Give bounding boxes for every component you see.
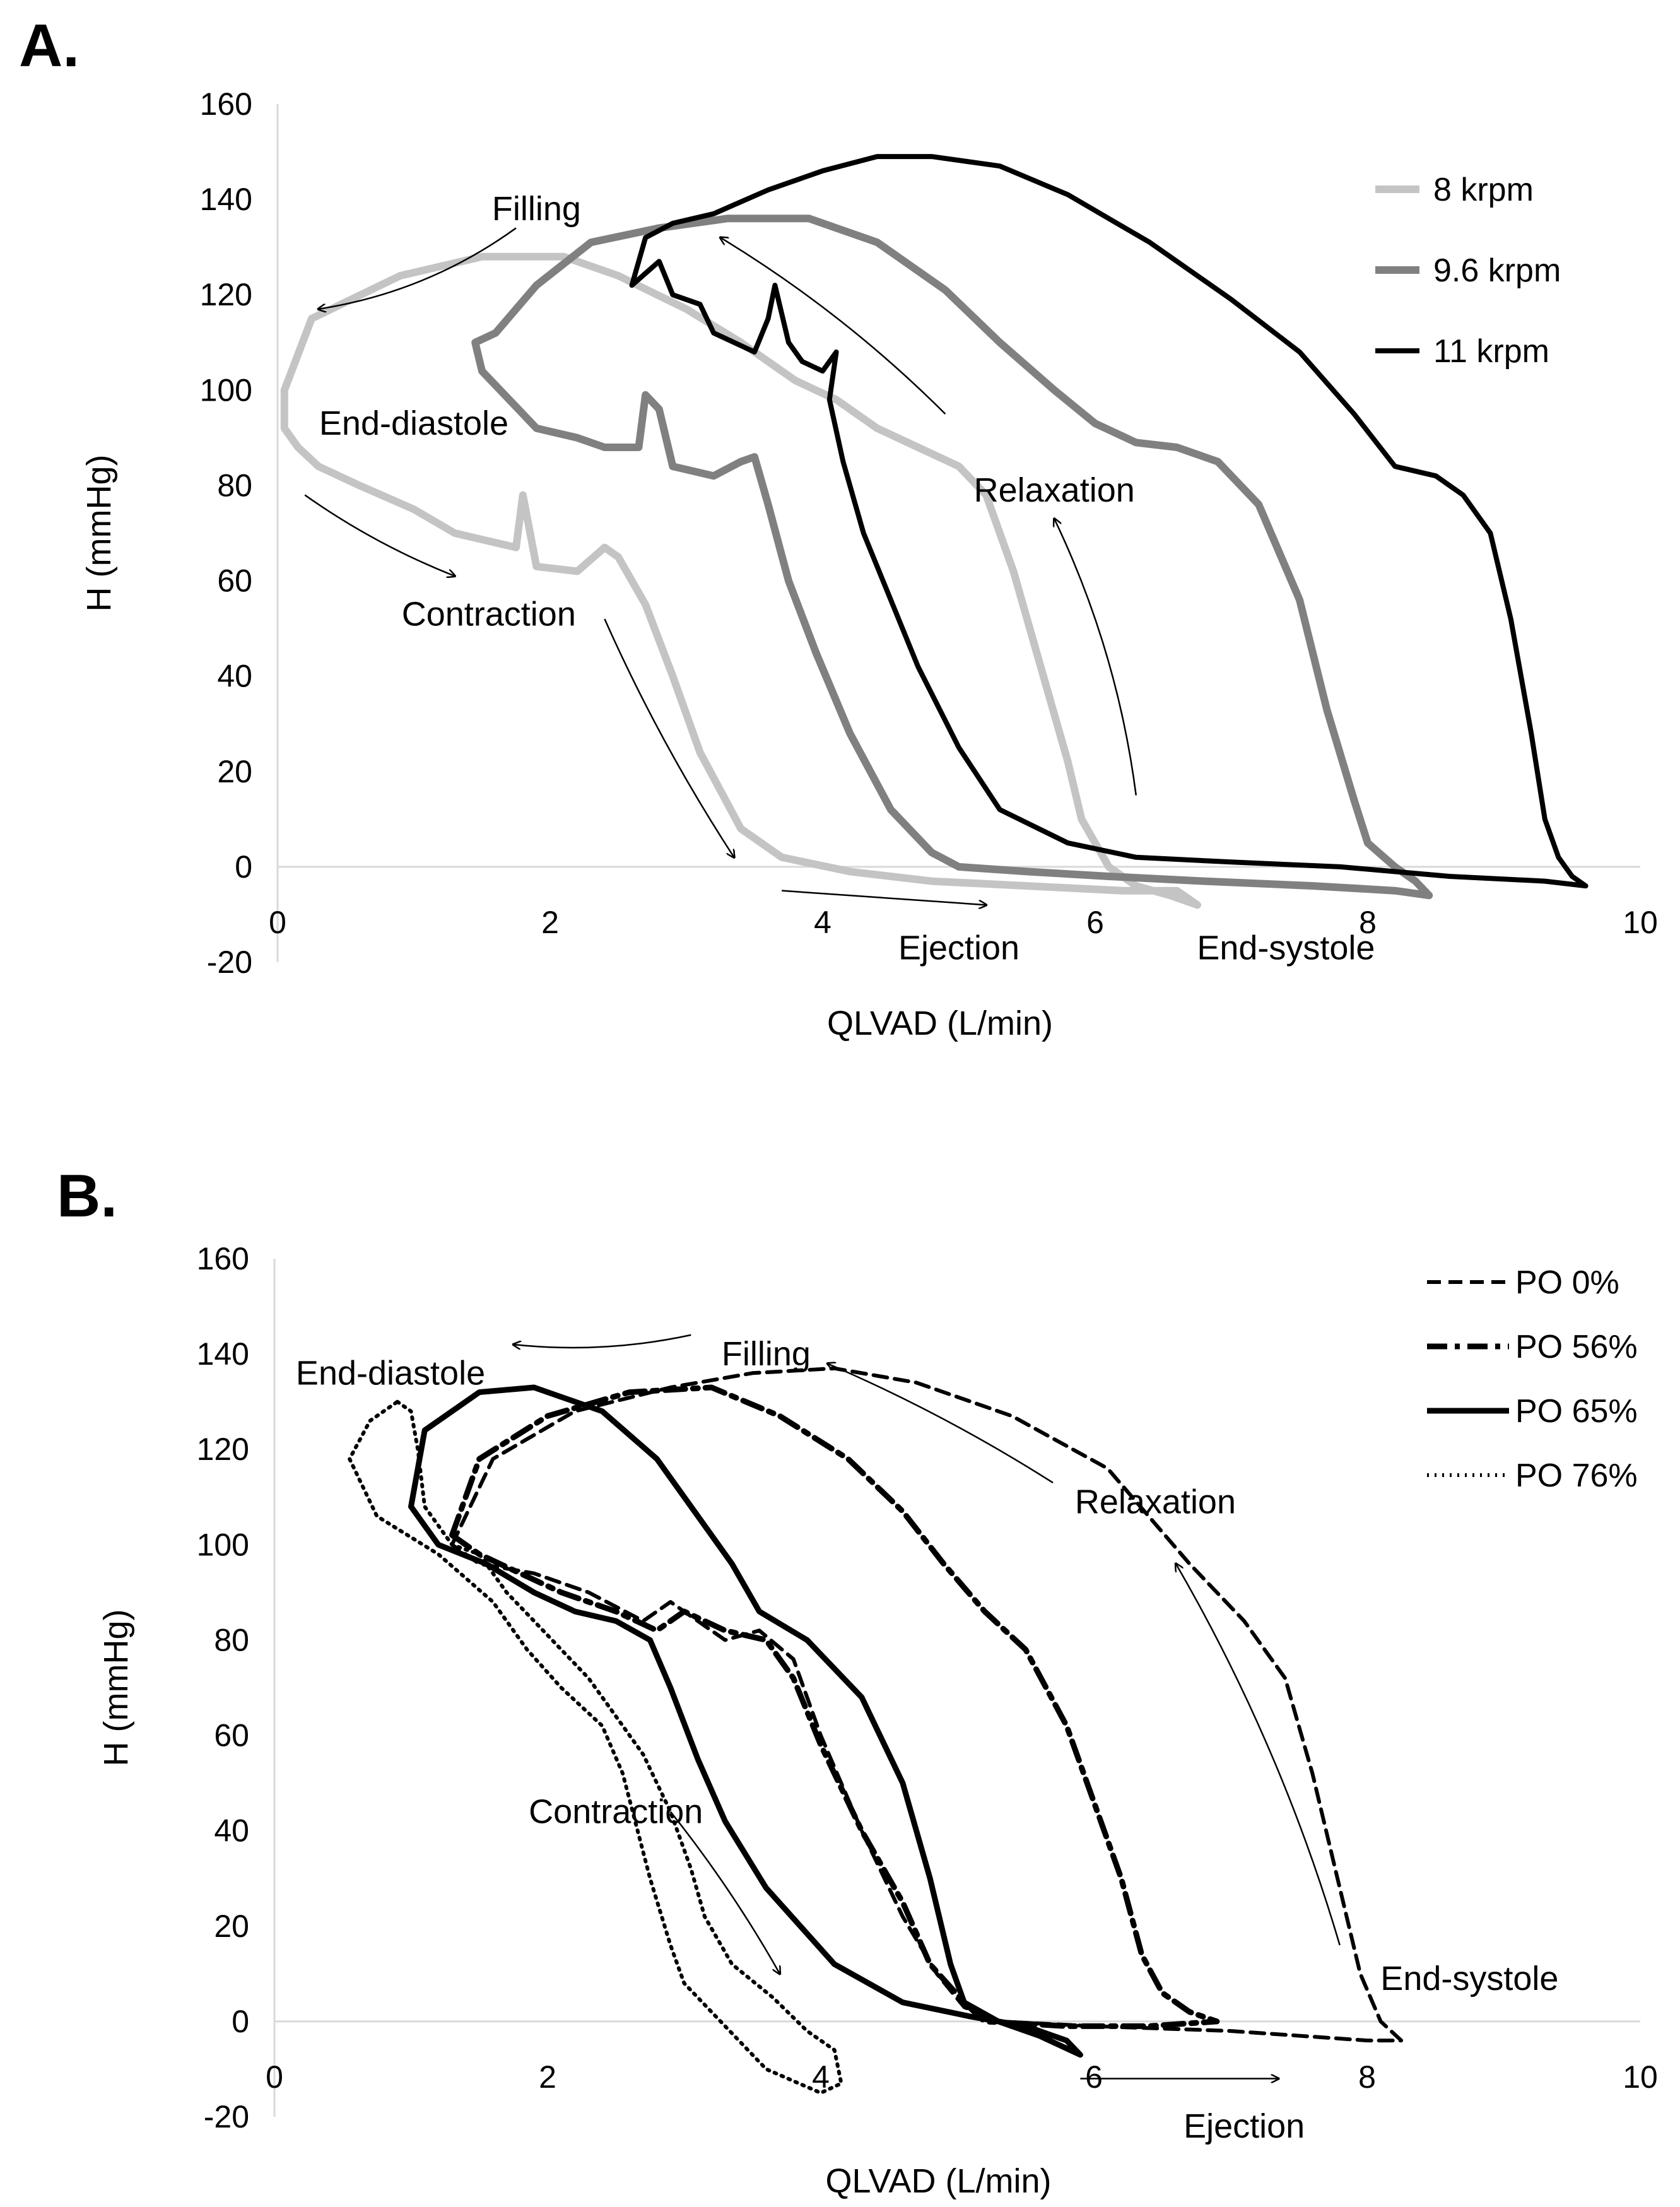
y-tick-label: -20	[204, 2099, 249, 2134]
annotation-end-diastole: End-diastole	[319, 404, 508, 442]
legend-label-8-krpm: 8 krpm	[1433, 172, 1534, 208]
x-tick-label: 10	[1623, 905, 1658, 940]
x-tick-label: 6	[1086, 905, 1104, 940]
y-tick-label: 40	[214, 1813, 249, 1849]
annotation-end-systole: End-systole	[1380, 1960, 1558, 1998]
y-tick-label: 140	[200, 182, 252, 217]
annotation-arrow	[319, 227, 517, 309]
y-axis-title: H (mmHg)	[80, 455, 118, 612]
series-line-11-krpm	[629, 154, 1589, 889]
annotation-arrow	[828, 1363, 1054, 1484]
x-tick-label: 2	[539, 2059, 556, 2095]
x-tick-label: 2	[541, 905, 559, 940]
x-tick-label: 0	[266, 2059, 283, 2095]
y-tick-label: 80	[217, 468, 252, 503]
y-tick-label: 20	[214, 1909, 249, 1944]
annotation-end-systole: End-systole	[1197, 929, 1375, 967]
y-tick-label: 100	[197, 1527, 249, 1562]
annotation-arrow	[720, 238, 946, 415]
series-line-po-76	[348, 1399, 843, 2095]
annotation-relaxation: Relaxation	[1075, 1483, 1236, 1521]
y-axis-title: H (mmHg)	[97, 1610, 135, 1767]
x-axis-title: QLVAD (L/min)	[827, 1004, 1053, 1042]
annotation-arrow	[1176, 1564, 1341, 1946]
annotation-end-diastole: End-diastole	[296, 1354, 485, 1392]
x-axis-title: QLVAD (L/min)	[825, 2162, 1051, 2200]
annotation-ejection: Ejection	[898, 929, 1019, 967]
annotation-ejection: Ejection	[1184, 2107, 1305, 2145]
legend-label-po-56: PO 56%	[1515, 1329, 1638, 1365]
y-tick-label: 140	[197, 1336, 249, 1372]
y-tick-label: -20	[207, 945, 252, 980]
series-line-8-krpm	[280, 252, 1201, 909]
y-tick-label: 60	[217, 563, 252, 599]
legend-label-po-0: PO 0%	[1515, 1264, 1619, 1301]
legend-label-po-65: PO 65%	[1515, 1393, 1638, 1430]
annotation-filling: Filling	[492, 190, 581, 228]
x-tick-label: 6	[1085, 2059, 1103, 2095]
y-tick-label: 0	[232, 2004, 249, 2039]
legend-label-11-krpm: 11 krpm	[1433, 333, 1549, 370]
annotation-arrow	[604, 618, 734, 857]
annotation-arrow	[1054, 519, 1137, 796]
annotation-contraction: Contraction	[529, 1792, 703, 1830]
annotation-relaxation: Relaxation	[974, 471, 1135, 509]
y-tick-label: 160	[200, 86, 252, 122]
y-tick-label: 160	[197, 1241, 249, 1276]
x-tick-label: 4	[812, 2059, 830, 2095]
annotation-arrow	[669, 1811, 780, 1974]
x-tick-label: 4	[814, 905, 831, 940]
x-tick-label: 0	[269, 905, 286, 940]
series-line-po-0	[450, 1366, 1404, 2043]
legend-label-po-76: PO 76%	[1515, 1457, 1638, 1494]
y-tick-label: 120	[200, 277, 252, 312]
annotation-arrow	[782, 890, 986, 905]
x-tick-label: 8	[1359, 905, 1377, 940]
series-line-9-6-krpm	[471, 215, 1433, 900]
panel-a-label: A.	[19, 12, 79, 79]
panel-a-chart: A. -20 0 20 40 60 80 100 120 140 160 0 2 4 6 8 10 QLVAD (…	[19, 12, 1658, 1042]
y-tick-label: 100	[200, 372, 252, 408]
y-tick-label: 40	[217, 659, 252, 694]
series-line-po-56	[449, 1384, 1220, 2029]
y-tick-label: 60	[214, 1718, 249, 1753]
panel-b-chart: B. -20 0 20 40 60 80 100 120 140 160 0 2 4 6 8 10 QLVAD (…	[57, 1162, 1658, 2200]
legend-label-9-6-krpm: 9.6 krpm	[1433, 252, 1561, 289]
y-tick-label: 0	[235, 849, 252, 885]
annotation-arrow	[514, 1334, 691, 1348]
panel-b-label: B.	[57, 1162, 117, 1230]
y-tick-label: 80	[214, 1622, 249, 1657]
x-tick-label: 8	[1358, 2059, 1376, 2095]
x-tick-label: 10	[1623, 2059, 1658, 2095]
annotation-filling: Filling	[722, 1335, 811, 1373]
y-tick-label: 20	[217, 754, 252, 789]
annotation-contraction: Contraction	[402, 595, 576, 633]
annotation-arrow	[304, 494, 455, 576]
y-tick-label: 120	[197, 1432, 249, 1467]
series-line-po-65	[408, 1384, 1083, 2058]
